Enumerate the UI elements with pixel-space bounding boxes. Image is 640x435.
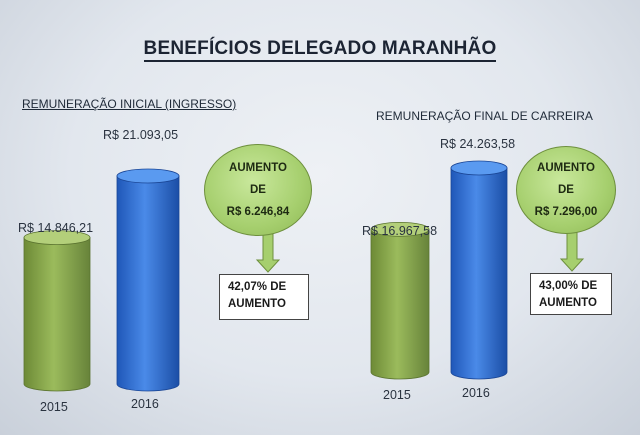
chart-1-bubble-line-2: DE	[250, 184, 266, 196]
chart-2-increase-box: 43,00% DE AUMENTO	[530, 273, 612, 315]
chart-1-value-label-2016: R$ 21.093,05	[103, 128, 179, 142]
chart-2-bar-2016	[450, 167, 508, 380]
chart-2-bar-2015-top	[370, 221, 430, 237]
chart-2-box-line-1: 43,00% DE	[539, 280, 598, 292]
chart-2-increase-bubble: AUMENTO DE R$ 7.296,00	[516, 146, 616, 234]
chart-1-bar-2016-top	[116, 168, 180, 184]
chart-1-year-label-2016: 2016	[131, 397, 159, 411]
chart-1-increase-bubble: AUMENTO DE R$ 6.246,84	[204, 144, 312, 236]
chart-2-increase-arrow	[559, 231, 585, 272]
chart-1-increase-arrow	[255, 233, 281, 273]
chart-1-bar-2016	[116, 175, 180, 392]
chart-1-year-label-2015: 2015	[40, 400, 68, 414]
chart-2-bar-2015	[370, 228, 430, 380]
chart-1-box-line-2: AUMENTO	[228, 298, 286, 310]
chart-1-bubble-amount: R$ 6.246,84	[226, 206, 290, 218]
chart-2-bubble-amount: R$ 7.296,00	[534, 206, 598, 218]
chart-2-title: REMUNERAÇÃO FINAL DE CARREIRA	[376, 109, 593, 123]
chart-1-bubble-line-1: AUMENTO	[229, 162, 287, 174]
chart-1-box-line-1: 42,07% DE	[228, 281, 287, 293]
chart-1-value-label-2015: R$ 14.846,21	[18, 221, 94, 235]
chart-2-value-label-2015: R$ 16.967,58	[362, 224, 438, 238]
chart-2-bubble-line-1: AUMENTO	[537, 162, 595, 174]
chart-2-year-label-2015: 2015	[383, 388, 411, 402]
chart-2-value-label-2016: R$ 24.263,58	[440, 137, 516, 151]
chart-2-bubble-line-2: DE	[558, 184, 574, 196]
chart-1-bar-2015	[23, 237, 91, 392]
chart-2-year-label-2016: 2016	[462, 386, 490, 400]
chart-1-bar-2015-top	[23, 230, 91, 246]
chart-2-box-line-2: AUMENTO	[539, 297, 597, 309]
chart-2-bar-2016-top	[450, 160, 508, 176]
chart-1-title: REMUNERAÇÃO INICIAL (INGRESSO)	[22, 97, 237, 111]
page-title: BENEFÍCIOS DELEGADO MARANHÃO	[0, 38, 640, 62]
chart-1-increase-box: 42,07% DE AUMENTO	[219, 274, 309, 320]
